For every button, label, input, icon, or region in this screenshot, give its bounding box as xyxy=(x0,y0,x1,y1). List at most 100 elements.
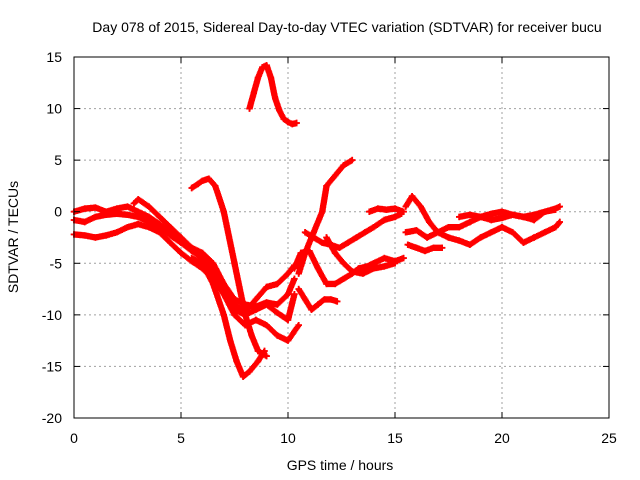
data-point xyxy=(220,311,227,319)
data-point xyxy=(381,263,388,270)
data-point xyxy=(124,224,131,231)
y-tick-label: 10 xyxy=(46,101,62,117)
data-point xyxy=(291,275,298,282)
data-point xyxy=(456,224,463,231)
data-point xyxy=(366,208,373,215)
y-tick-label: -5 xyxy=(50,255,63,271)
data-point xyxy=(248,332,255,339)
data-point xyxy=(530,216,538,224)
data-point xyxy=(530,234,538,241)
data-point xyxy=(556,203,563,210)
data-point xyxy=(274,309,281,316)
data-point xyxy=(135,220,142,228)
data-point xyxy=(340,162,347,169)
series-track-11 xyxy=(295,285,341,313)
data-point xyxy=(295,322,302,329)
series-track-9 xyxy=(295,156,356,277)
data-point xyxy=(349,268,356,275)
data-point xyxy=(314,301,322,308)
data-point xyxy=(466,241,474,248)
data-point xyxy=(124,211,131,218)
data-point xyxy=(263,283,270,291)
data-point xyxy=(323,280,330,288)
data-point xyxy=(81,205,88,212)
data-point xyxy=(509,211,516,218)
data-point xyxy=(250,89,257,97)
data-point xyxy=(308,306,315,313)
y-tick-label: 0 xyxy=(54,204,62,220)
data-point xyxy=(327,296,334,303)
series-track-5 xyxy=(188,175,270,360)
data-point xyxy=(263,301,270,308)
data-point xyxy=(242,311,249,319)
series-track-7 xyxy=(246,62,300,128)
y-tick-label: -15 xyxy=(42,358,62,374)
data-point xyxy=(156,213,163,221)
data-point xyxy=(261,347,268,355)
data-point xyxy=(466,211,474,218)
data-point xyxy=(331,172,339,179)
data-point xyxy=(231,260,238,267)
data-point xyxy=(254,358,262,365)
data-point xyxy=(81,218,88,226)
data-point xyxy=(113,210,120,217)
data-point xyxy=(488,210,495,217)
data-point xyxy=(263,322,270,329)
data-point xyxy=(188,184,195,192)
data-point xyxy=(156,229,163,236)
data-point xyxy=(498,208,506,215)
data-point xyxy=(541,229,548,236)
x-tick-label: 20 xyxy=(494,430,510,446)
data-point xyxy=(205,175,212,182)
data-point xyxy=(295,285,302,293)
data-point xyxy=(199,177,206,184)
data-point xyxy=(391,205,399,212)
data-point xyxy=(220,208,227,215)
data-point xyxy=(259,64,266,71)
data-point xyxy=(552,205,559,212)
data-point xyxy=(370,265,377,272)
data-point xyxy=(81,232,88,239)
data-point xyxy=(291,291,298,298)
data-point xyxy=(199,249,206,257)
data-point xyxy=(340,275,347,282)
data-point xyxy=(194,180,202,188)
chart-title: Day 078 of 2015, Sidereal Day-to-day VTE… xyxy=(92,19,601,35)
data-point xyxy=(391,213,399,221)
series-track-4 xyxy=(130,196,298,324)
data-point xyxy=(130,200,138,207)
data-point xyxy=(274,332,281,339)
data-point xyxy=(402,229,409,236)
data-point xyxy=(274,301,281,308)
data-point xyxy=(274,280,281,288)
data-point xyxy=(323,234,330,241)
data-point xyxy=(334,298,341,305)
data-point xyxy=(263,352,270,360)
data-point xyxy=(177,234,185,241)
x-tick-label: 10 xyxy=(280,430,296,446)
data-point xyxy=(246,105,253,112)
data-point xyxy=(438,244,446,251)
data-point xyxy=(124,203,131,210)
x-axis-label: GPS time / hours xyxy=(287,457,394,473)
plot-frame xyxy=(73,56,610,419)
data-point xyxy=(284,118,292,126)
data-point xyxy=(552,224,559,231)
data-point xyxy=(314,265,322,272)
data-point xyxy=(252,306,260,313)
data-point xyxy=(509,229,516,236)
data-point xyxy=(239,373,247,380)
data-point xyxy=(349,156,356,164)
data-point xyxy=(212,182,219,190)
data-point xyxy=(284,291,292,298)
data-point xyxy=(246,368,253,375)
data-point xyxy=(92,204,99,211)
data-point xyxy=(421,247,429,255)
data-point xyxy=(280,115,287,123)
data-point xyxy=(188,254,195,262)
data-point xyxy=(353,234,360,241)
data-point xyxy=(167,239,174,246)
data-point xyxy=(199,260,206,267)
data-point xyxy=(92,213,99,221)
data-point xyxy=(233,358,240,365)
